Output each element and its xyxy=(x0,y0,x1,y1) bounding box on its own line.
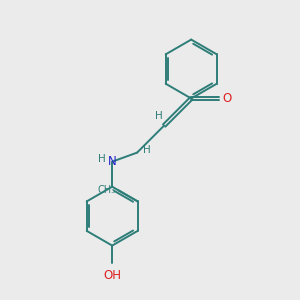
Text: H: H xyxy=(155,111,163,121)
Text: H: H xyxy=(98,154,106,164)
Text: CH₃: CH₃ xyxy=(98,185,116,195)
Text: O: O xyxy=(222,92,231,105)
Text: N: N xyxy=(108,155,117,168)
Text: H: H xyxy=(142,145,150,155)
Text: OH: OH xyxy=(103,269,121,282)
